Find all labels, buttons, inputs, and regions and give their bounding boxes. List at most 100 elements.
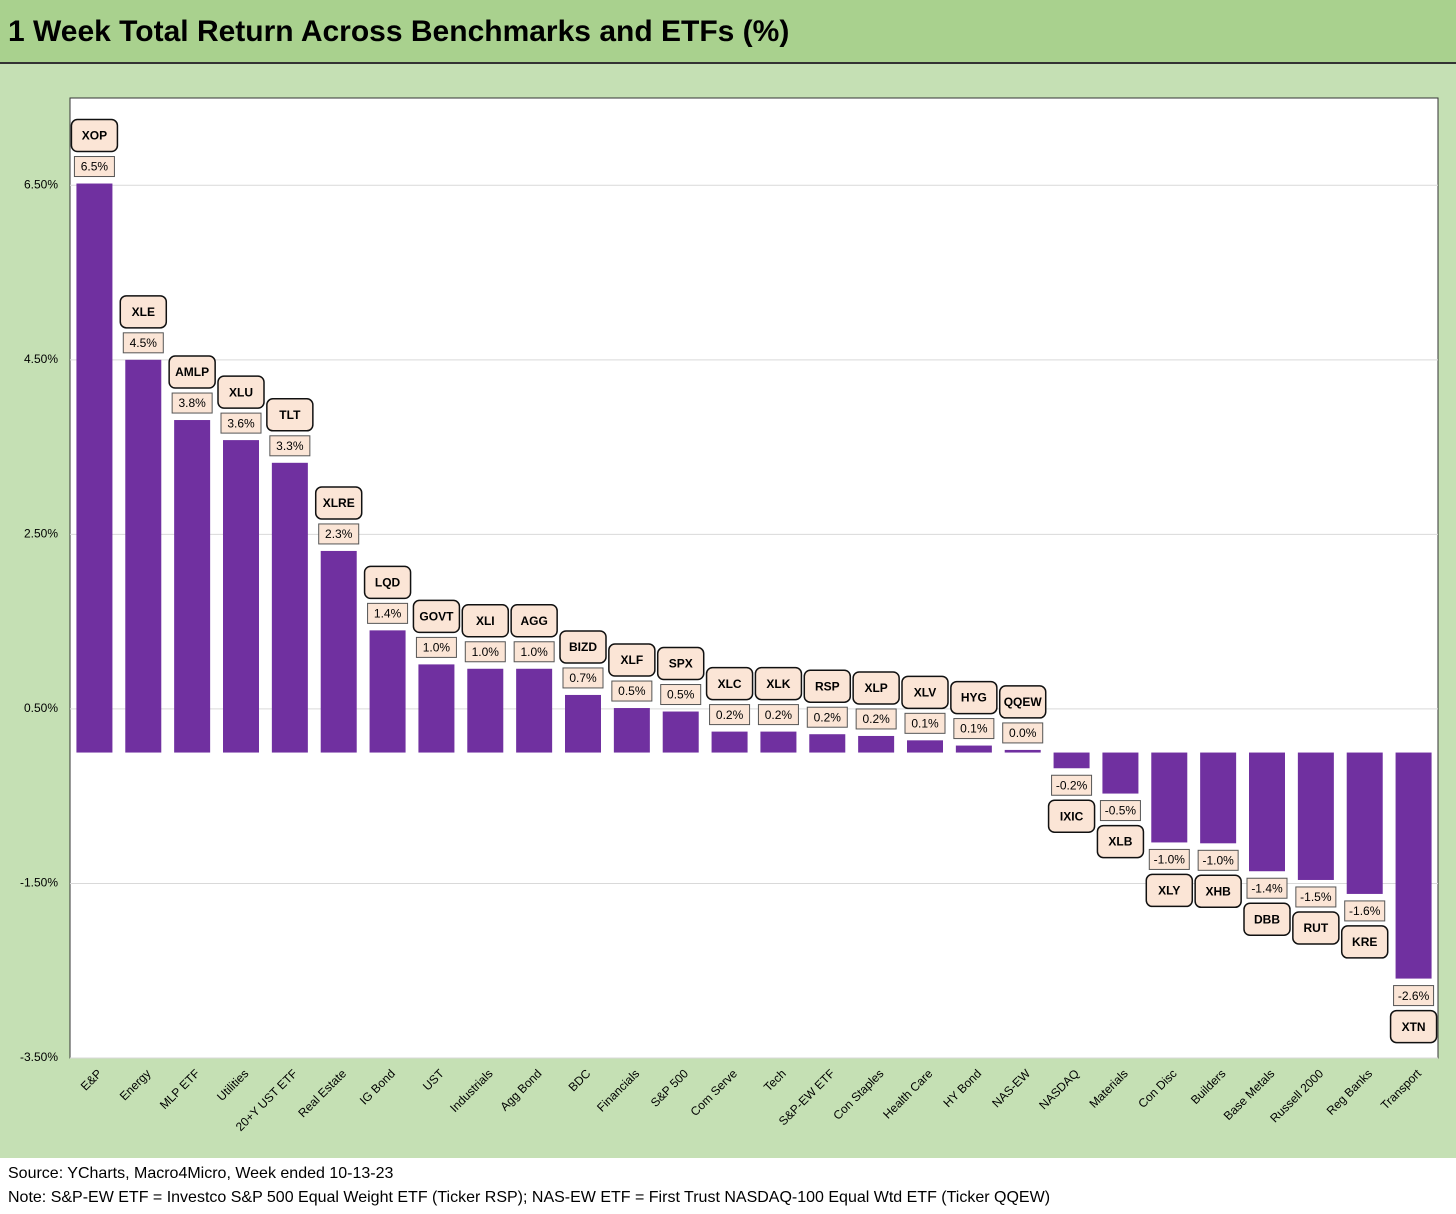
bar	[125, 359, 162, 753]
x-tick-label: Com Serve	[688, 1066, 741, 1119]
value-label-box	[464, 641, 506, 663]
ticker-label: XHB	[1205, 884, 1231, 898]
value-label-box	[1099, 800, 1141, 822]
x-tick-label: Industrials	[447, 1066, 496, 1115]
ticker-box	[461, 604, 510, 638]
ticker-box	[119, 295, 168, 329]
value-label: 0.2%	[814, 710, 842, 724]
bar	[76, 183, 113, 753]
x-tick-label: Energy	[117, 1066, 154, 1103]
ticker-box	[510, 604, 558, 638]
ticker-box	[314, 486, 363, 520]
bar	[1004, 749, 1041, 753]
value-label-box	[220, 412, 262, 434]
value-label-box	[1295, 886, 1337, 908]
value-label: -0.2%	[1056, 778, 1088, 792]
bar	[907, 740, 943, 753]
source: Source: YCharts, Macro4Micro, Week ended…	[8, 1165, 394, 1182]
x-tick-label: MLP ETF	[157, 1066, 203, 1112]
x-tick-label: Transport	[1378, 1066, 1424, 1112]
value-label-box	[1344, 900, 1386, 922]
value-label-box	[1393, 985, 1435, 1007]
value-label: 3.8%	[178, 396, 206, 410]
ticker-label: XLV	[914, 685, 936, 699]
y-tick-label: 0.50%	[24, 701, 58, 715]
y-tick-label: -3.50%	[20, 1050, 58, 1064]
y-tick-label: 2.50%	[24, 527, 58, 541]
x-tick-label: UST	[420, 1066, 447, 1093]
x-tick-label: Health Care	[880, 1066, 935, 1121]
value-label: 1.0%	[423, 641, 451, 655]
x-tick-label: Real Estate	[295, 1066, 349, 1120]
ticker-box	[1047, 799, 1096, 834]
value-label-box	[1002, 722, 1044, 744]
ticker-label: XLY	[1158, 884, 1180, 898]
value-label-box	[1051, 774, 1093, 796]
value-label: 0.5%	[618, 684, 646, 698]
x-tick-label: NAS-EW	[989, 1066, 1033, 1110]
ticker-box	[1145, 873, 1194, 908]
value-label: 0.1%	[960, 722, 988, 736]
ticker-box	[754, 666, 803, 701]
bar	[809, 734, 846, 753]
ticker-label: XLE	[132, 305, 155, 319]
ticker-box	[266, 398, 314, 432]
bar	[418, 664, 455, 753]
ticker-box	[803, 669, 852, 703]
ticker-box	[559, 630, 607, 664]
x-tick-label: Con Staples	[830, 1066, 886, 1122]
ticker-box	[705, 666, 754, 701]
ticker-label: KRE	[1352, 935, 1377, 949]
value-label-box	[562, 667, 604, 689]
x-tick-label: Con Disc	[1135, 1066, 1179, 1110]
ticker-box	[168, 355, 216, 389]
x-tick-label: Financials	[594, 1066, 642, 1114]
y-tick-label: -1.50%	[20, 876, 58, 890]
ticker-label: LQD	[375, 576, 401, 590]
value-label-box	[513, 641, 555, 663]
ticker-label: XLP	[864, 681, 887, 695]
value-label: 0.0%	[1009, 726, 1037, 740]
bar	[1297, 752, 1334, 880]
bar	[858, 735, 895, 753]
bar	[174, 420, 211, 753]
ticker-box	[412, 599, 461, 634]
value-label-box	[953, 718, 995, 740]
y-tick-label: 4.50%	[24, 352, 58, 366]
ticker-label: DBB	[1254, 912, 1280, 926]
value-label: 3.3%	[276, 439, 304, 453]
bar	[223, 440, 259, 753]
ticker-box	[901, 675, 949, 710]
bar	[516, 668, 553, 753]
value-label: -2.6%	[1398, 989, 1430, 1003]
ticker-label: XLF	[621, 653, 644, 667]
bar	[271, 462, 308, 753]
value-label: 3.6%	[227, 416, 255, 430]
value-label-box	[367, 602, 409, 624]
x-tick-label: HY Bond	[941, 1066, 985, 1110]
bar	[662, 711, 699, 753]
x-tick-label: BDC	[566, 1066, 594, 1094]
ticker-box	[950, 680, 998, 715]
x-tick-label: Builders	[1188, 1066, 1229, 1107]
value-label-box	[171, 392, 213, 414]
ticker-label: RUT	[1304, 921, 1329, 935]
x-tick-label: NASDAQ	[1036, 1066, 1082, 1112]
x-tick-label: S&P 500	[648, 1066, 691, 1109]
ticker-label: XLB	[1108, 835, 1132, 849]
ticker-label: SPX	[669, 657, 693, 671]
value-label-box	[73, 156, 115, 178]
ticker-label: XLI	[476, 614, 495, 628]
value-label-box	[757, 704, 799, 726]
value-label: 0.7%	[569, 671, 597, 685]
ticker-label: XLRE	[323, 496, 355, 510]
ticker-box	[363, 565, 412, 600]
value-label-box	[269, 435, 311, 457]
ticker-label: XLK	[766, 677, 790, 691]
x-tick-label: Agg Bond	[497, 1066, 544, 1113]
x-tick-label: Tech	[761, 1066, 789, 1094]
footer: Source: YCharts, Macro4Micro, Week ended…	[0, 1158, 1456, 1214]
value-label: 1.4%	[374, 607, 402, 621]
ticker-label: HYG	[961, 691, 987, 705]
